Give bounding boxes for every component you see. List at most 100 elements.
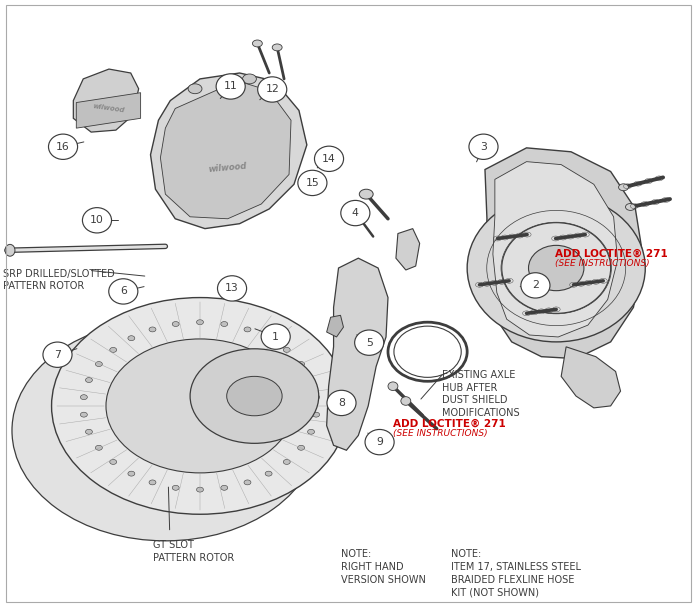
Circle shape	[388, 382, 398, 390]
Ellipse shape	[284, 460, 290, 465]
Text: 1: 1	[272, 332, 279, 341]
Text: 12: 12	[265, 84, 279, 94]
Ellipse shape	[190, 349, 318, 443]
Polygon shape	[327, 258, 388, 450]
Ellipse shape	[185, 449, 193, 455]
Circle shape	[261, 324, 290, 349]
Ellipse shape	[188, 84, 202, 94]
Ellipse shape	[394, 326, 461, 378]
Text: NOTE:
RIGHT HAND
VERSION SHOWN: NOTE: RIGHT HAND VERSION SHOWN	[342, 550, 426, 585]
Text: wilwood: wilwood	[128, 419, 161, 430]
Ellipse shape	[197, 319, 204, 324]
Ellipse shape	[128, 336, 135, 341]
Text: SRP DRILLED/SLOTTED
PATTERN ROTOR: SRP DRILLED/SLOTTED PATTERN ROTOR	[4, 269, 116, 291]
Circle shape	[216, 74, 245, 99]
Text: wilwood: wilwood	[92, 103, 125, 114]
Ellipse shape	[242, 74, 256, 84]
Ellipse shape	[298, 446, 304, 450]
Text: 16: 16	[56, 142, 70, 152]
Ellipse shape	[307, 430, 314, 435]
Ellipse shape	[619, 184, 629, 191]
Ellipse shape	[149, 480, 156, 485]
Ellipse shape	[313, 412, 320, 417]
Circle shape	[314, 146, 344, 171]
Ellipse shape	[265, 471, 272, 476]
Circle shape	[108, 278, 138, 304]
Ellipse shape	[172, 485, 179, 490]
Circle shape	[327, 390, 356, 416]
Text: GT SLOT
PATTERN ROTOR: GT SLOT PATTERN ROTOR	[153, 540, 235, 562]
Circle shape	[83, 207, 111, 233]
Ellipse shape	[244, 327, 251, 332]
Ellipse shape	[106, 339, 294, 473]
Ellipse shape	[227, 376, 282, 416]
Circle shape	[341, 200, 370, 226]
Ellipse shape	[467, 194, 645, 342]
Text: 6: 6	[120, 286, 127, 296]
Text: EXISTING AXLE
HUB AFTER
DUST SHIELD
MODIFICATIONS: EXISTING AXLE HUB AFTER DUST SHIELD MODI…	[442, 370, 519, 418]
Text: 11: 11	[224, 81, 237, 91]
Circle shape	[48, 134, 78, 159]
Text: 13: 13	[225, 283, 239, 293]
Circle shape	[521, 273, 550, 298]
Ellipse shape	[149, 327, 156, 332]
Text: 3: 3	[480, 142, 487, 152]
Ellipse shape	[80, 412, 88, 417]
Ellipse shape	[244, 480, 251, 485]
Circle shape	[43, 342, 72, 367]
Polygon shape	[396, 229, 420, 270]
Ellipse shape	[160, 400, 168, 406]
Polygon shape	[150, 73, 307, 229]
Ellipse shape	[116, 394, 215, 467]
Ellipse shape	[307, 378, 314, 382]
Text: 5: 5	[366, 338, 372, 348]
Text: 14: 14	[322, 154, 336, 164]
Ellipse shape	[80, 395, 88, 400]
Polygon shape	[160, 81, 291, 218]
Text: 7: 7	[54, 349, 61, 360]
Ellipse shape	[626, 204, 636, 211]
Ellipse shape	[110, 348, 117, 353]
Text: 15: 15	[305, 178, 319, 188]
Ellipse shape	[12, 320, 318, 541]
Ellipse shape	[272, 44, 282, 51]
Ellipse shape	[95, 362, 102, 367]
Ellipse shape	[284, 348, 290, 353]
Ellipse shape	[313, 395, 320, 400]
Ellipse shape	[172, 321, 179, 326]
Ellipse shape	[528, 245, 584, 291]
Ellipse shape	[110, 460, 117, 465]
Circle shape	[469, 134, 498, 159]
Text: ADD LOCTITE® 271: ADD LOCTITE® 271	[555, 248, 668, 258]
Ellipse shape	[52, 297, 349, 514]
Polygon shape	[76, 92, 141, 128]
Text: (SEE INSTRUCTIONS): (SEE INSTRUCTIONS)	[393, 430, 487, 438]
Circle shape	[218, 276, 246, 301]
Ellipse shape	[125, 420, 133, 426]
Polygon shape	[327, 315, 344, 337]
Ellipse shape	[220, 485, 228, 490]
Ellipse shape	[198, 121, 242, 189]
Polygon shape	[485, 148, 643, 359]
Ellipse shape	[95, 446, 102, 450]
Ellipse shape	[128, 471, 135, 476]
Ellipse shape	[502, 223, 610, 313]
Circle shape	[355, 330, 384, 356]
Ellipse shape	[220, 321, 228, 326]
Text: ADD LOCTITE® 271: ADD LOCTITE® 271	[393, 418, 505, 428]
Ellipse shape	[85, 430, 92, 435]
Ellipse shape	[253, 40, 262, 47]
Ellipse shape	[236, 113, 279, 182]
Circle shape	[258, 77, 287, 102]
Text: wilwood: wilwood	[208, 162, 247, 174]
Text: 10: 10	[90, 215, 104, 225]
Ellipse shape	[265, 336, 272, 341]
Polygon shape	[561, 347, 620, 408]
Ellipse shape	[349, 207, 358, 214]
Ellipse shape	[298, 362, 304, 367]
Circle shape	[298, 170, 327, 196]
Ellipse shape	[85, 378, 92, 382]
Text: NOTE:
ITEM 17, STAINLESS STEEL
BRAIDED FLEXLINE HOSE
KIT (NOT SHOWN): NOTE: ITEM 17, STAINLESS STEEL BRAIDED F…	[451, 550, 581, 598]
Polygon shape	[493, 162, 617, 337]
Polygon shape	[74, 69, 139, 132]
